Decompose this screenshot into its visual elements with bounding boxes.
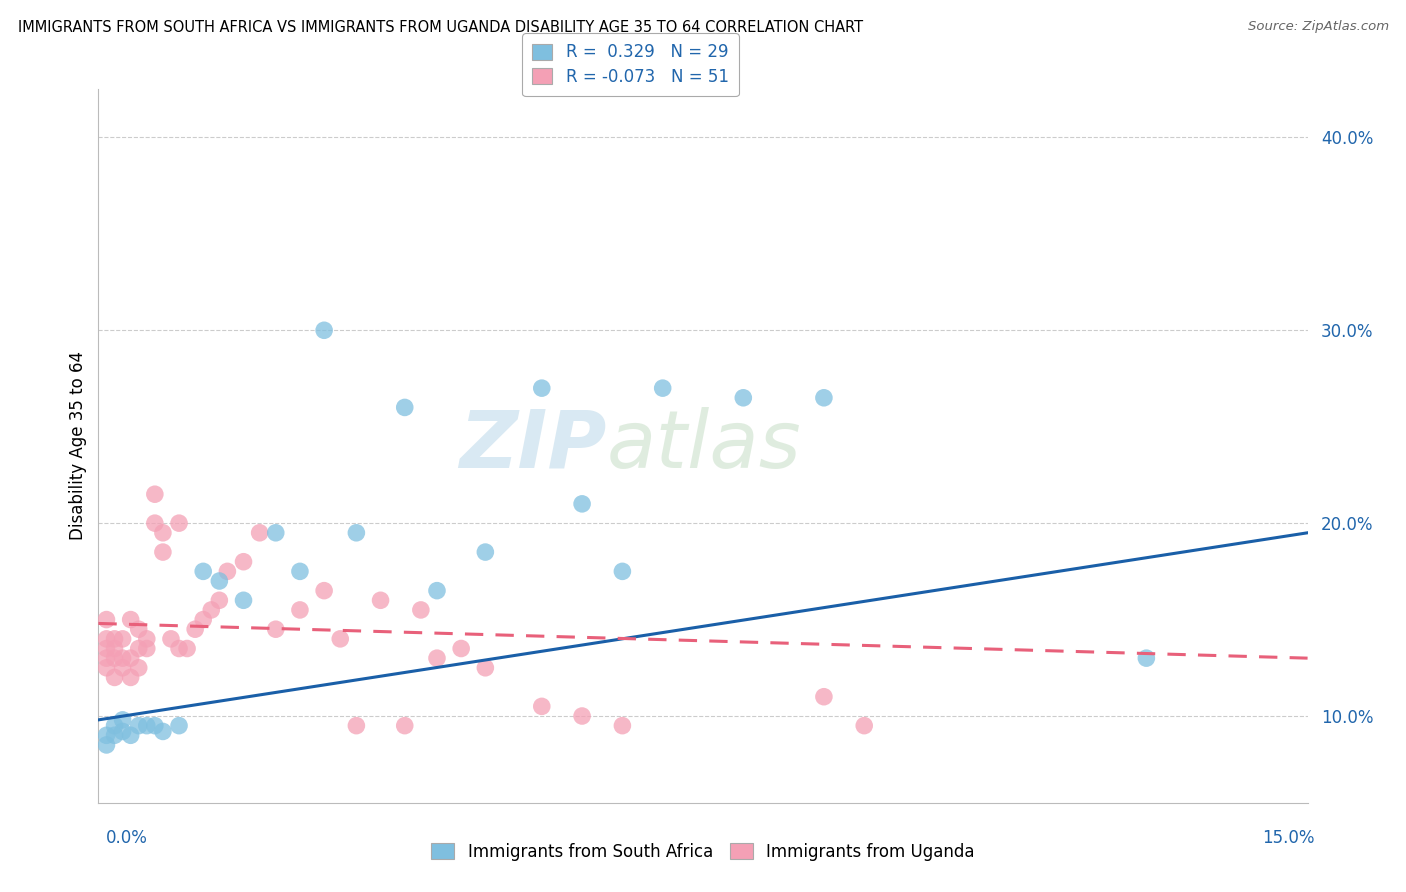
Point bbox=[96, 728, 118, 742]
Point bbox=[853, 719, 876, 733]
Point bbox=[135, 641, 157, 656]
Point bbox=[128, 641, 150, 656]
Point bbox=[200, 603, 222, 617]
Point bbox=[314, 583, 336, 598]
Point bbox=[217, 565, 239, 579]
Point bbox=[264, 622, 287, 636]
Point bbox=[103, 641, 125, 656]
Point bbox=[176, 641, 198, 656]
Point bbox=[344, 525, 367, 540]
Point bbox=[193, 613, 215, 627]
Point bbox=[394, 719, 416, 733]
Text: ZIP: ZIP bbox=[458, 407, 606, 485]
Point bbox=[288, 603, 311, 617]
Legend: Immigrants from South Africa, Immigrants from Uganda: Immigrants from South Africa, Immigrants… bbox=[425, 837, 981, 868]
Point bbox=[571, 709, 593, 723]
Point bbox=[612, 719, 634, 733]
Point bbox=[96, 661, 118, 675]
Point bbox=[120, 670, 142, 684]
Point bbox=[167, 516, 190, 530]
Point bbox=[474, 661, 496, 675]
Point bbox=[135, 632, 157, 646]
Point bbox=[111, 724, 134, 739]
Point bbox=[143, 719, 166, 733]
Point bbox=[103, 719, 125, 733]
Legend: R =  0.329   N = 29, R = -0.073   N = 51: R = 0.329 N = 29, R = -0.073 N = 51 bbox=[522, 33, 738, 96]
Point bbox=[143, 487, 166, 501]
Point bbox=[612, 565, 634, 579]
Text: Source: ZipAtlas.com: Source: ZipAtlas.com bbox=[1249, 20, 1389, 33]
Point bbox=[96, 651, 118, 665]
Point bbox=[208, 574, 231, 588]
Point bbox=[208, 593, 231, 607]
Text: 0.0%: 0.0% bbox=[105, 829, 148, 847]
Point bbox=[813, 391, 835, 405]
Point bbox=[111, 651, 134, 665]
Point bbox=[96, 613, 118, 627]
Point bbox=[96, 632, 118, 646]
Point bbox=[370, 593, 392, 607]
Y-axis label: Disability Age 35 to 64: Disability Age 35 to 64 bbox=[69, 351, 87, 541]
Point bbox=[409, 603, 432, 617]
Point bbox=[474, 545, 496, 559]
Point bbox=[120, 613, 142, 627]
Point bbox=[152, 724, 174, 739]
Point bbox=[232, 555, 254, 569]
Text: 15.0%: 15.0% bbox=[1263, 829, 1315, 847]
Point bbox=[813, 690, 835, 704]
Point bbox=[103, 651, 125, 665]
Point bbox=[450, 641, 472, 656]
Point bbox=[264, 525, 287, 540]
Point bbox=[344, 719, 367, 733]
Point bbox=[103, 670, 125, 684]
Point bbox=[288, 565, 311, 579]
Point bbox=[184, 622, 207, 636]
Point bbox=[135, 719, 157, 733]
Point bbox=[571, 497, 593, 511]
Point bbox=[128, 719, 150, 733]
Point bbox=[103, 728, 125, 742]
Text: atlas: atlas bbox=[606, 407, 801, 485]
Point bbox=[111, 632, 134, 646]
Point bbox=[111, 661, 134, 675]
Point bbox=[160, 632, 183, 646]
Point bbox=[733, 391, 755, 405]
Point bbox=[128, 622, 150, 636]
Point bbox=[120, 651, 142, 665]
Point bbox=[426, 651, 449, 665]
Point bbox=[103, 632, 125, 646]
Point bbox=[152, 545, 174, 559]
Point bbox=[167, 719, 190, 733]
Point bbox=[232, 593, 254, 607]
Point bbox=[394, 401, 416, 415]
Point bbox=[152, 525, 174, 540]
Point bbox=[249, 525, 271, 540]
Point bbox=[314, 323, 336, 337]
Point bbox=[96, 738, 118, 752]
Point bbox=[426, 583, 449, 598]
Point bbox=[193, 565, 215, 579]
Point bbox=[111, 713, 134, 727]
Text: IMMIGRANTS FROM SOUTH AFRICA VS IMMIGRANTS FROM UGANDA DISABILITY AGE 35 TO 64 C: IMMIGRANTS FROM SOUTH AFRICA VS IMMIGRAN… bbox=[18, 20, 863, 35]
Point bbox=[167, 641, 190, 656]
Point bbox=[120, 728, 142, 742]
Point bbox=[530, 381, 553, 395]
Point bbox=[143, 516, 166, 530]
Point bbox=[96, 641, 118, 656]
Point bbox=[530, 699, 553, 714]
Point bbox=[651, 381, 673, 395]
Point bbox=[1135, 651, 1157, 665]
Point bbox=[128, 661, 150, 675]
Point bbox=[329, 632, 352, 646]
